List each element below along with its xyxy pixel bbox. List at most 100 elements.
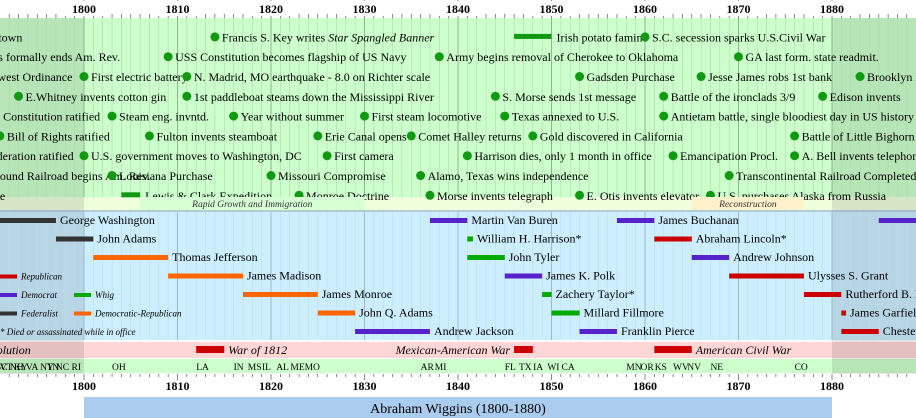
war-label: American Civil War — [695, 343, 792, 357]
state-abbr: TN — [47, 363, 60, 373]
president-name: Ulysses S. Grant — [808, 269, 889, 283]
event-label: S.C. secession sparks U.S.Civil War — [652, 30, 825, 44]
president-term-bar — [841, 310, 847, 316]
state-abbr: IN — [234, 363, 244, 373]
event-dot — [79, 72, 89, 82]
state-abbr: LA — [196, 363, 209, 373]
event-dot — [416, 171, 426, 181]
event-dot — [790, 151, 800, 161]
event-label: First camera — [334, 149, 394, 163]
president-name: Millard Fillmore — [584, 306, 664, 320]
event-label: Antietam battle, single bloodiest day in… — [671, 110, 914, 124]
legend-swatch — [0, 311, 17, 316]
state-abbr: OR — [641, 363, 655, 373]
president-term-bar — [504, 273, 543, 279]
states-pre-1800: DE PA NJ GA CT MA MD SC NH VA NY NC RI — [0, 363, 81, 373]
year-label-bg — [719, 1, 758, 16]
event-label: Erie Canal opens — [325, 129, 407, 143]
event-label: U.S. Constitution ratified — [0, 110, 100, 124]
event-label: A. Bell invents telephone — [802, 149, 916, 163]
event-dot — [490, 91, 500, 101]
event-label: First electric battery — [91, 70, 188, 84]
party-legend: Republican Democrat Whig Federalist Democrat… — [0, 272, 182, 337]
event-label: N. Madrid, MO earthquake - 8.0 on Richte… — [194, 70, 430, 84]
event-dot — [434, 52, 444, 62]
event-label-italic: Star Spangled Banner — [328, 30, 434, 44]
state-abbr: KS — [655, 363, 667, 373]
state-abbr: AR — [421, 363, 435, 373]
event-span-bar — [121, 192, 141, 198]
year-label-top: 1830 — [353, 2, 377, 16]
presidents-layer: George Washington John Adams Thomas Jeffer… — [0, 213, 916, 338]
event-dot — [818, 91, 828, 101]
event-label: Surrender at Yorktown — [0, 30, 22, 44]
president-term-bar — [429, 218, 468, 223]
lifespan-label: Abraham Wiggins (1800-1880) — [370, 402, 546, 417]
event-label: Alamo, Texas wins independence — [428, 169, 589, 183]
state-abbr: MN — [626, 363, 641, 373]
state-abbr: CA — [562, 363, 575, 373]
year-label-bg — [158, 1, 197, 16]
event-label: Jesse James robs 1st bank — [708, 70, 832, 84]
legend-label: Federalist — [20, 309, 58, 319]
president-term-bar — [168, 273, 243, 279]
era-bar — [140, 197, 365, 210]
year-label-bg — [626, 1, 664, 16]
event-dot — [659, 91, 669, 101]
event-label: Northwest Ordinance — [0, 70, 72, 84]
event-label: Declaration of Independence — [0, 189, 5, 203]
president-name: James Buchanan — [658, 213, 738, 227]
state-abbr: ME — [290, 363, 304, 373]
event-dot — [528, 131, 538, 141]
president-term-bar — [654, 236, 692, 242]
state-abbr: IA — [533, 363, 543, 373]
president-name: John Q. Adams — [359, 306, 433, 320]
war-bar — [196, 346, 225, 353]
events-layer: Surrender at Yorktown Treaty of Paris for… — [0, 30, 916, 203]
event-label: Articles of Confederation ratified — [0, 149, 74, 163]
president-name: John Adams — [97, 232, 156, 246]
event-dot — [790, 131, 800, 141]
year-label-bottom: 1830 — [353, 379, 377, 393]
year-label-bottom: 1880 — [820, 379, 844, 393]
event-label: 1st paddleboat steams down the Mississip… — [194, 90, 434, 104]
event-label: U.S. government moves to Washington, DC — [91, 149, 302, 163]
event-dot — [462, 151, 472, 161]
year-label-top: 1810 — [166, 2, 190, 16]
state-abbr: CO — [795, 363, 808, 373]
president-term-bar — [878, 218, 916, 223]
event-label: Missouri Compromise — [278, 169, 386, 183]
event-dot — [360, 111, 369, 121]
event-dot — [696, 72, 706, 82]
era-bar — [691, 197, 804, 210]
era-label: Rapid Growth and Immigration — [191, 200, 312, 210]
event-dot — [0, 131, 5, 141]
year-label-bg — [252, 1, 290, 16]
year-label-bg — [439, 1, 477, 16]
legend-swatch — [74, 311, 91, 316]
year-label-bg — [65, 1, 103, 16]
event-label: Morse invents telegraph — [437, 189, 553, 203]
event-dot — [79, 151, 89, 161]
event-label: Fulton invents steamboat — [156, 129, 277, 143]
state-abbr: MO — [305, 363, 320, 373]
legend-label: Democratic-Republican — [94, 309, 182, 319]
year-label-top: 1820 — [259, 2, 283, 16]
president-term-bar — [467, 255, 505, 260]
event-dot — [855, 72, 865, 82]
state-abbr: MS — [248, 363, 262, 373]
lifespan-bar — [84, 397, 832, 418]
president-name: George Washington — [60, 213, 155, 227]
event-label: Army begins removal of Cherokee to Oklah… — [446, 50, 679, 64]
state-abbr: WI — [547, 363, 559, 373]
war-label: American Revolution — [0, 343, 31, 357]
president-term-bar — [691, 255, 730, 260]
president-term-bar — [242, 292, 318, 297]
president-name: William H. Harrison* — [477, 232, 581, 246]
legend-label: Democrat — [20, 290, 57, 300]
legend-label: Whig — [95, 290, 114, 300]
states-band — [0, 359, 916, 373]
event-label: Irish potato famine — [557, 30, 648, 44]
president-term-bar — [467, 236, 473, 242]
